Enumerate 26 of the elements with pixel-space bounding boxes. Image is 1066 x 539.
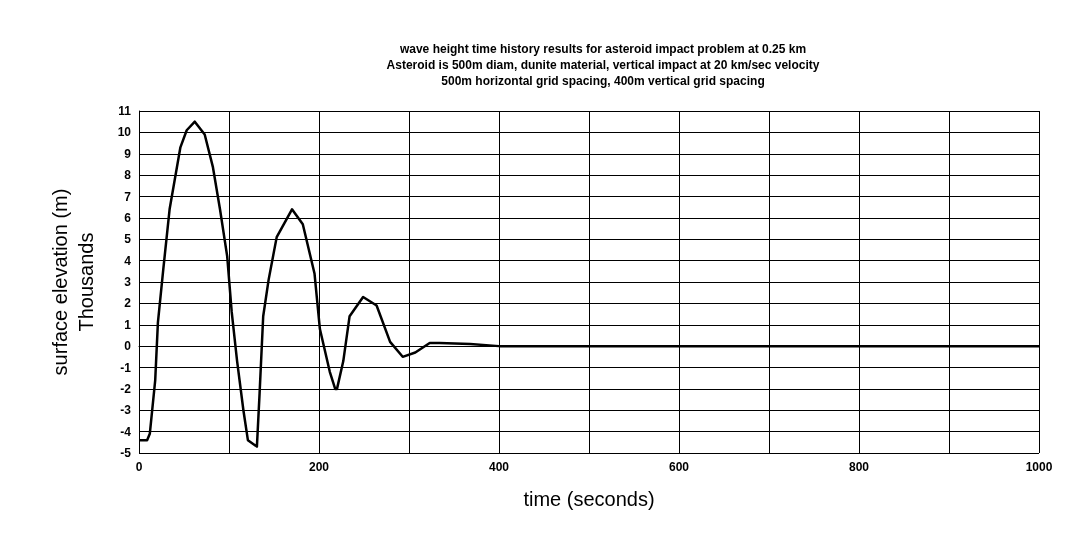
x-tick-label: 600 [668, 460, 690, 474]
y-tick-label: 6 [124, 210, 132, 225]
x-tick-label: 0 [135, 460, 143, 474]
y-tick-label: 10 [117, 125, 132, 140]
y-tick-label: 5 [124, 232, 132, 247]
y-tick-label: 2 [124, 296, 132, 311]
y-tick-label: -2 [120, 381, 132, 396]
x-axis-title: time (seconds) [523, 488, 655, 510]
y-tick-label: 9 [124, 146, 132, 161]
y-tick-label: 4 [124, 253, 132, 268]
y-tick-label: -4 [120, 424, 132, 439]
y-axis-title: surface elevation (m) Thousands [49, 188, 97, 376]
chart-title: wave height time history results for asteroid impact problem at 0.25 km Asteroid is 500m diam, dunite material, vertical impact at 20 km/sec velocity 500m horizontal grid spacing, 400m vertical grid spacing [386, 42, 820, 88]
y-tick-label: -5 [120, 446, 132, 460]
x-tick-label: 400 [488, 460, 510, 474]
y-tick-label: 11 [118, 104, 132, 118]
y-tick-label: -1 [120, 360, 132, 375]
y-tick-label: 7 [124, 189, 132, 204]
y-tick-label: 3 [124, 275, 132, 289]
y-tick-label: 1 [124, 317, 132, 332]
x-tick-label: 800 [848, 460, 870, 474]
x-tick-label: 1000 [1025, 460, 1053, 474]
y-tick-label: 0 [124, 339, 132, 354]
y-tick-label: 8 [124, 168, 132, 183]
y-tick-label: -3 [120, 403, 132, 418]
x-tick-label: 200 [308, 460, 330, 474]
